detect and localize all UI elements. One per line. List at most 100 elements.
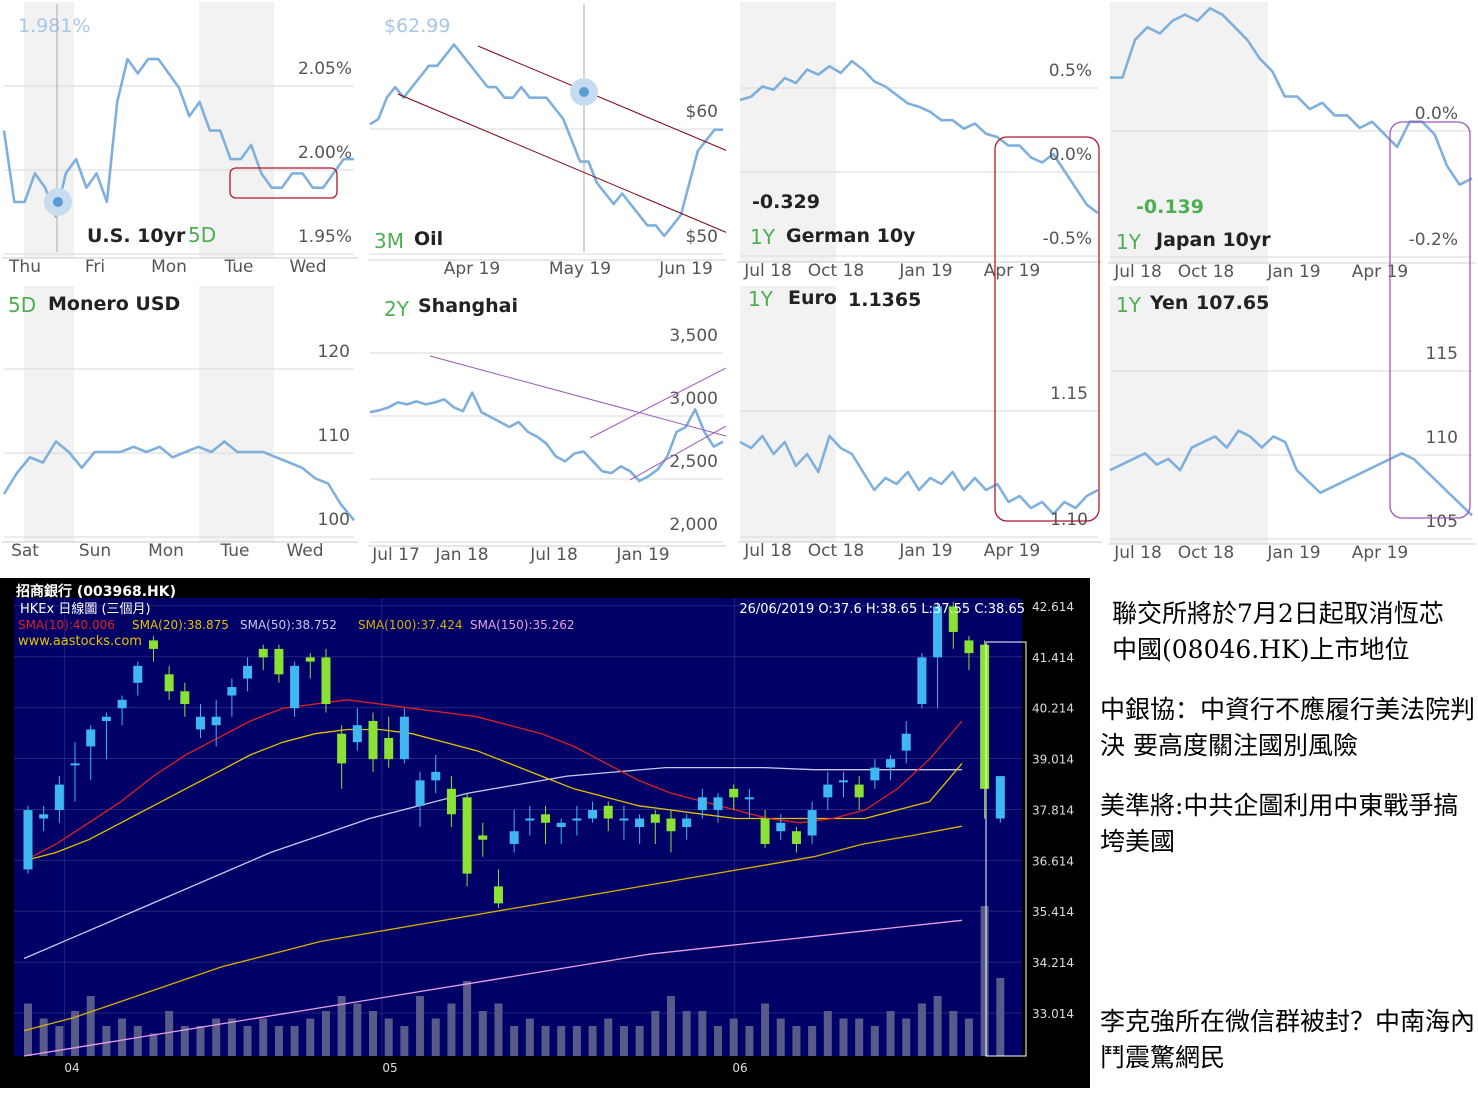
volume-bar xyxy=(102,1026,111,1056)
period-label: 3M xyxy=(374,229,404,253)
x-tick-label: Jul 17 xyxy=(371,545,420,565)
x-tick-label: Apr 19 xyxy=(1352,262,1408,282)
period-label: 5D xyxy=(8,293,36,317)
x-tick-label: Oct 18 xyxy=(1178,543,1234,563)
volume-bar xyxy=(384,1018,393,1056)
candle-body xyxy=(164,674,174,692)
y-tick-label: 100 xyxy=(318,510,350,530)
y-tick-label: 110 xyxy=(318,426,350,446)
candle-body xyxy=(196,716,206,730)
volume-bar xyxy=(619,1026,628,1056)
candle-body xyxy=(211,716,221,726)
x-tick-label: Apr 19 xyxy=(984,541,1040,561)
x-tick-label: Thu xyxy=(8,257,41,277)
candle-body xyxy=(431,771,441,781)
period-label: 1Y xyxy=(1116,293,1142,317)
volume-bar xyxy=(400,1026,409,1056)
candle-body xyxy=(23,810,33,870)
x-tick-label: Wed xyxy=(289,257,326,277)
y-tick-label: 33.014 xyxy=(1032,1007,1074,1021)
x-tick-label: Jan 19 xyxy=(898,541,952,561)
candle-body xyxy=(823,784,833,798)
volume-bar xyxy=(274,1026,283,1056)
candle-body xyxy=(493,886,503,904)
volume-bar xyxy=(180,1026,189,1056)
series-line xyxy=(2,440,356,522)
candle-body xyxy=(399,716,409,760)
chart-title: Shanghai xyxy=(418,295,518,317)
news-item[interactable]: 李克強所在微信群被封？中南海內鬥震驚網民 xyxy=(1100,1007,1476,1072)
y-tick-label: 0.0% xyxy=(1049,145,1092,165)
x-tick-label: Jul 18 xyxy=(1113,262,1162,282)
value-label: 1.1365 xyxy=(848,289,921,311)
candle-body xyxy=(54,784,64,811)
y-tick-label: 35.414 xyxy=(1032,905,1074,919)
candle-body xyxy=(964,640,974,654)
candle-body xyxy=(886,759,896,768)
news-block-1: 聯交所將於7月2日起取消恆芯中國(08046.HK)上市地位 xyxy=(1112,596,1452,668)
y-tick-label: 39.014 xyxy=(1032,753,1074,767)
chart-us10yr: 2.05% 2.00% 1.95% Thu Fri Mon Tue Wed 1.981% 5DU.… xyxy=(2,2,358,277)
y-tick-label: 2.05% xyxy=(298,59,352,79)
series-line xyxy=(2,57,354,218)
y-tick-label: 40.214 xyxy=(1032,702,1074,716)
candle-body xyxy=(117,699,127,709)
volume-bar xyxy=(55,1026,64,1056)
weekend-band xyxy=(740,286,836,542)
chart-title: 招商銀行 (003968.HK) xyxy=(16,583,176,600)
sma-line xyxy=(23,728,963,862)
candle-body xyxy=(854,784,864,798)
x-tick-label: Jun 19 xyxy=(658,259,713,279)
volume-bar xyxy=(196,1026,205,1056)
x-tick-label: May 19 xyxy=(549,259,611,279)
volume-bar xyxy=(149,1033,158,1056)
news-item[interactable]: 美準將:中共企圖利用中東戰爭搞垮美國 xyxy=(1100,791,1459,856)
candle-body xyxy=(588,810,598,819)
volume-bar xyxy=(369,1011,378,1056)
sma-legend-label: SMA(10):40.006 xyxy=(18,618,115,632)
oil-panel: $60 $50 Apr 19 May 19 Jun 19 $62.99 3M Oil xyxy=(368,2,731,282)
hover-point xyxy=(53,197,63,207)
candle-body xyxy=(368,720,378,760)
x-tick-label: Jul 18 xyxy=(743,541,792,561)
candle-body xyxy=(603,805,613,819)
news-item[interactable]: 中銀協：中資行不應履行美法院判決 要高度關注國別風險 xyxy=(1100,695,1476,760)
chart-euro: 1.15 1.10 Jul 18 Oct 18 Jan 19 Apr 19 1.1365 1Y… xyxy=(738,286,1102,561)
candle-body xyxy=(776,822,786,832)
candle-body xyxy=(305,657,315,662)
volume-bar xyxy=(494,1003,503,1056)
x-tick-label: 04 xyxy=(64,1061,79,1075)
x-tick-label: Apr 19 xyxy=(1352,543,1408,563)
chart-shanghai: 3,500 3,000 2,500 2,000 Jul 17 Jan 18 Jul 18 Ja… xyxy=(368,295,727,565)
trend-channel-lower xyxy=(397,93,731,235)
candle-body xyxy=(870,767,880,781)
volume-bar xyxy=(306,1018,315,1056)
plot-background xyxy=(14,598,1022,1056)
volume-bar xyxy=(808,1026,817,1056)
shanghai-panel: 3,500 3,000 2,500 2,000 Jul 17 Jan 18 Jul 18 Ja… xyxy=(368,286,727,570)
y-tick-label: 0.5% xyxy=(1049,61,1092,81)
y-tick-label: $60 xyxy=(686,102,718,122)
volume-bar xyxy=(133,1026,142,1056)
news-item[interactable]: 聯交所將於7月2日起取消恆芯中國(08046.HK)上市地位 xyxy=(1112,599,1444,664)
y-tick-label: 2.00% xyxy=(298,143,352,163)
period-label: 1Y xyxy=(750,225,776,249)
candle-body xyxy=(258,648,268,658)
volume-bar xyxy=(525,1018,534,1056)
candle-body xyxy=(321,657,331,705)
y-tick-label: 2,500 xyxy=(669,452,718,472)
x-tick-label: Jul 18 xyxy=(743,261,792,281)
candle-body xyxy=(682,818,692,827)
x-tick-label: 06 xyxy=(732,1061,747,1075)
volume-bar xyxy=(227,1018,236,1056)
candle-body xyxy=(666,818,676,832)
value-label: $62.99 xyxy=(384,15,450,37)
x-tick-label: Jul 18 xyxy=(529,545,578,565)
volume-bar xyxy=(761,1003,770,1056)
weekend-band xyxy=(1110,2,1268,263)
trend-line-up-upper xyxy=(589,367,727,439)
candle-body xyxy=(729,788,739,798)
sma-legend-label: SMA(20):38.875 xyxy=(132,618,229,632)
japan10yr-panel: 0.0% -0.2% Jul 18 Oct 18 Jan 19 Apr 19 -0.139 1… xyxy=(1108,2,1476,282)
candle-body xyxy=(838,780,848,783)
